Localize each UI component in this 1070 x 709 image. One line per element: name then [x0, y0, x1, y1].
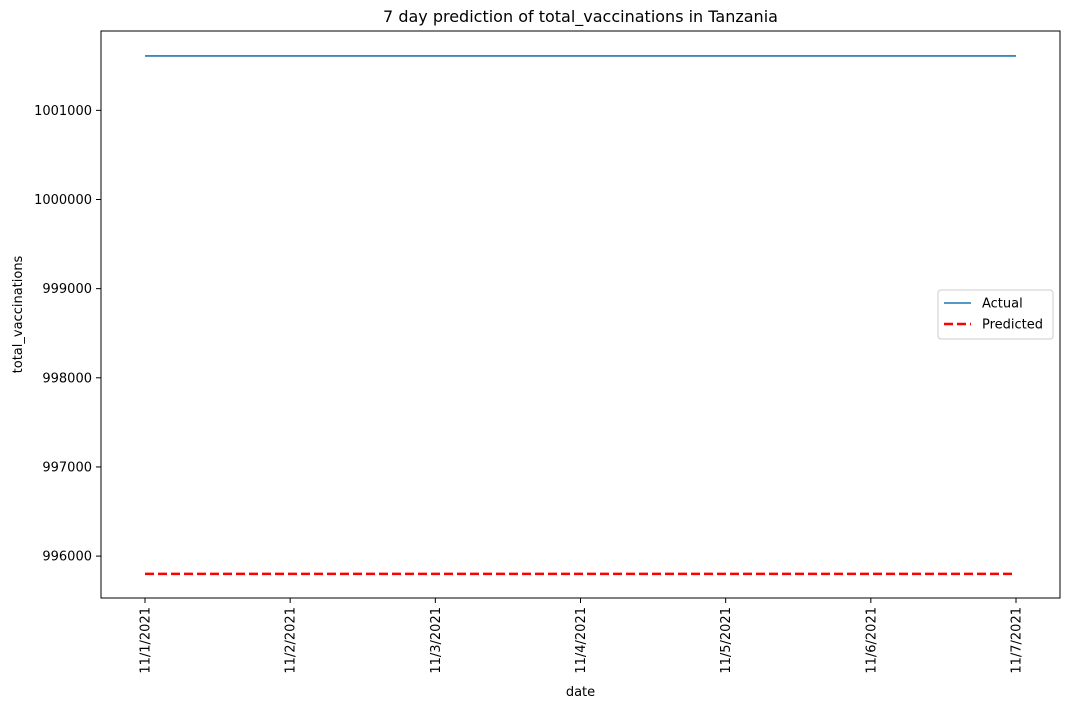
x-tick-label: 11/1/2021	[139, 607, 154, 674]
x-tick-label: 11/7/2021	[1010, 607, 1025, 674]
x-tick-label: 11/2/2021	[284, 607, 299, 674]
y-axis-title: total_vaccinations	[11, 255, 26, 373]
plot-area	[100, 30, 1061, 599]
x-axis-title: date	[566, 685, 595, 700]
legend-label: Actual	[982, 297, 1023, 312]
legend: Actual Predicted	[937, 289, 1054, 340]
y-tick-label: 999000	[42, 282, 92, 297]
y-tick-label: 996000	[42, 550, 92, 565]
y-tick-label: 1001000	[34, 104, 92, 119]
y-axis: 996000 997000 998000 999000 1000000 1001000	[34, 104, 101, 565]
y-tick-label: 1000000	[34, 193, 92, 208]
legend-label: Predicted	[982, 318, 1043, 333]
y-tick-label: 997000	[42, 460, 92, 475]
x-tick-label: 11/3/2021	[429, 607, 444, 674]
x-tick-label: 11/5/2021	[719, 607, 734, 674]
x-tick-label: 11/6/2021	[864, 607, 879, 674]
chart-title: 7 day prediction of total_vaccinations i…	[383, 7, 778, 27]
x-axis: 11/1/2021 11/2/2021 11/3/2021 11/4/2021 11/5…	[139, 598, 1025, 674]
x-tick-label: 11/4/2021	[574, 607, 589, 674]
y-tick-label: 998000	[42, 371, 92, 386]
series-layer	[145, 55, 1016, 576]
